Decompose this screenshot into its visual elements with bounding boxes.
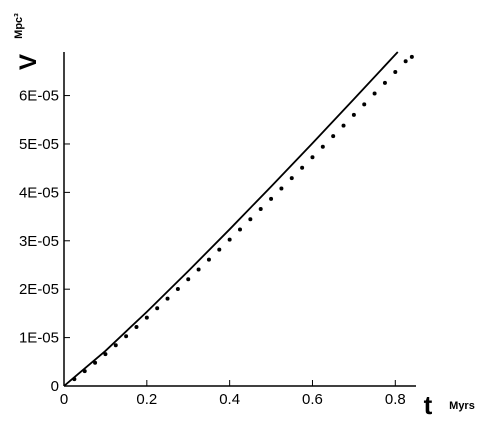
data-point bbox=[144, 315, 149, 320]
data-point bbox=[362, 102, 367, 107]
data-point bbox=[186, 277, 191, 282]
data-point bbox=[372, 91, 377, 96]
y-tick-label: 5E-05 bbox=[19, 136, 59, 153]
data-point bbox=[155, 306, 160, 311]
data-point bbox=[351, 112, 356, 117]
data-point bbox=[279, 186, 284, 191]
x-axis-unit: Myrs bbox=[449, 400, 475, 412]
x-tick-label: 0.2 bbox=[136, 391, 157, 408]
y-tick-label: 4E-05 bbox=[19, 184, 59, 201]
y-axis-unit: Mpc³ bbox=[13, 13, 25, 39]
data-point bbox=[289, 176, 294, 181]
data-point bbox=[82, 369, 87, 374]
data-point bbox=[165, 296, 170, 301]
data-point bbox=[300, 165, 305, 170]
data-line bbox=[63, 51, 399, 387]
data-point bbox=[382, 80, 387, 85]
data-point bbox=[93, 360, 98, 365]
data-point bbox=[341, 123, 346, 128]
data-point bbox=[238, 227, 242, 232]
y-tick-label: 3E-05 bbox=[19, 233, 59, 250]
y-tick-label: 2E-05 bbox=[19, 281, 59, 298]
data-point bbox=[103, 352, 108, 357]
data-point bbox=[134, 324, 139, 329]
x-tick-label: 0 bbox=[60, 391, 68, 408]
data-point bbox=[175, 286, 180, 291]
data-point bbox=[320, 144, 325, 149]
x-tick-label: 0.4 bbox=[219, 391, 240, 408]
data-point bbox=[206, 257, 211, 262]
data-point bbox=[310, 155, 315, 160]
y-axis-label: V bbox=[15, 54, 42, 70]
data-point bbox=[393, 69, 398, 74]
y-tick-label: 1E-05 bbox=[19, 330, 59, 347]
data-point bbox=[196, 267, 201, 272]
y-tick-label: 0 bbox=[51, 378, 59, 395]
y-tick-label: 6E-05 bbox=[19, 88, 59, 105]
data-point bbox=[72, 377, 77, 382]
data-point bbox=[248, 217, 253, 222]
data-point bbox=[403, 59, 408, 64]
data-point bbox=[113, 343, 118, 348]
data-point bbox=[331, 134, 336, 139]
x-tick-label: 0.8 bbox=[385, 391, 406, 408]
data-point bbox=[227, 237, 232, 242]
data-point bbox=[217, 247, 222, 252]
data-point bbox=[409, 54, 414, 59]
x-tick-label: 0.6 bbox=[302, 391, 323, 408]
data-point bbox=[269, 196, 274, 201]
data-point bbox=[124, 334, 129, 339]
x-axis-label: t bbox=[424, 390, 433, 420]
data-point bbox=[258, 207, 263, 212]
